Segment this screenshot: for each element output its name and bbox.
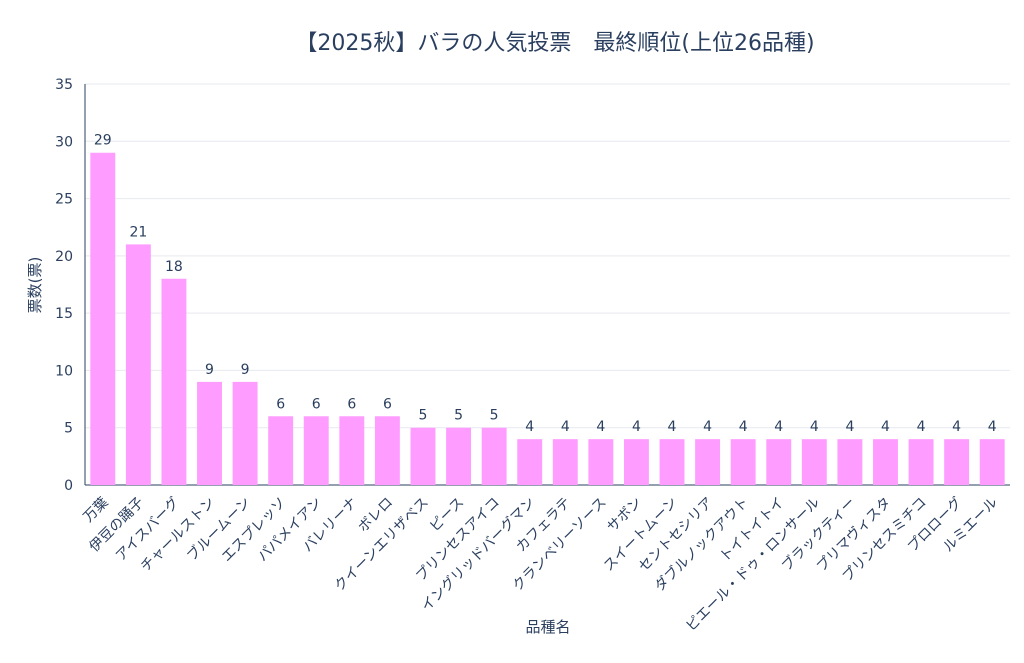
- data-label: 4: [881, 419, 890, 435]
- bar: [801, 439, 827, 485]
- data-label: 29: [94, 133, 112, 149]
- bar: [481, 427, 507, 485]
- x-tick-label: 万葉: [81, 495, 112, 526]
- data-label: 18: [165, 259, 183, 275]
- bar: [873, 439, 898, 485]
- data-label: 4: [739, 419, 748, 435]
- data-label: 6: [383, 396, 392, 412]
- data-label: 4: [596, 419, 605, 435]
- bar: [339, 416, 365, 485]
- bar: [588, 439, 614, 485]
- data-label: 4: [774, 419, 783, 435]
- y-tick-label: 20: [55, 249, 73, 265]
- y-axis-label: 票数(票): [26, 257, 44, 314]
- data-label: 6: [276, 396, 285, 412]
- y-tick-label: 25: [55, 192, 73, 208]
- data-label: 4: [703, 419, 712, 435]
- bar: [979, 439, 1005, 485]
- chart-title: 【2025秋】バラの人気投票 最終順位(上位26品種): [295, 31, 814, 56]
- bar: [90, 152, 116, 485]
- y-tick-label: 30: [55, 134, 73, 150]
- bar: [517, 439, 543, 485]
- data-label: 4: [917, 419, 926, 435]
- data-label: 5: [454, 408, 463, 424]
- data-label: 4: [561, 419, 570, 435]
- bar: [908, 439, 934, 485]
- data-label: 4: [668, 419, 677, 435]
- y-tick-label: 10: [55, 363, 73, 379]
- x-axis-label: 品種名: [525, 618, 570, 636]
- bar: [695, 439, 721, 485]
- data-label: 21: [129, 224, 147, 240]
- data-label: 9: [205, 362, 214, 378]
- bar: [232, 381, 258, 485]
- data-label: 5: [419, 408, 428, 424]
- y-tick-label: 5: [64, 421, 73, 437]
- bar: [623, 439, 649, 485]
- bar: [730, 439, 756, 485]
- bar: [161, 278, 187, 485]
- data-label: 4: [845, 419, 854, 435]
- bar: [837, 439, 863, 485]
- y-tick-label: 35: [55, 77, 73, 93]
- bar: [125, 244, 151, 485]
- data-label: 9: [241, 362, 250, 378]
- data-label: 5: [490, 408, 499, 424]
- bar: [268, 416, 294, 485]
- data-label: 4: [525, 419, 534, 435]
- y-tick-label: 0: [64, 478, 73, 494]
- data-label: 4: [632, 419, 641, 435]
- data-label: 6: [312, 396, 321, 412]
- bar: [303, 416, 329, 485]
- data-label: 6: [347, 396, 356, 412]
- bar: [446, 427, 472, 485]
- data-label: 4: [810, 419, 819, 435]
- bar: [197, 381, 222, 485]
- bar: [766, 439, 792, 485]
- bar: [552, 439, 578, 485]
- bar: [944, 439, 970, 485]
- data-label: 4: [988, 419, 997, 435]
- bar: [374, 416, 400, 485]
- data-label: 4: [952, 419, 961, 435]
- bar: [410, 427, 436, 485]
- y-tick-label: 15: [55, 306, 73, 322]
- bar: [659, 439, 685, 485]
